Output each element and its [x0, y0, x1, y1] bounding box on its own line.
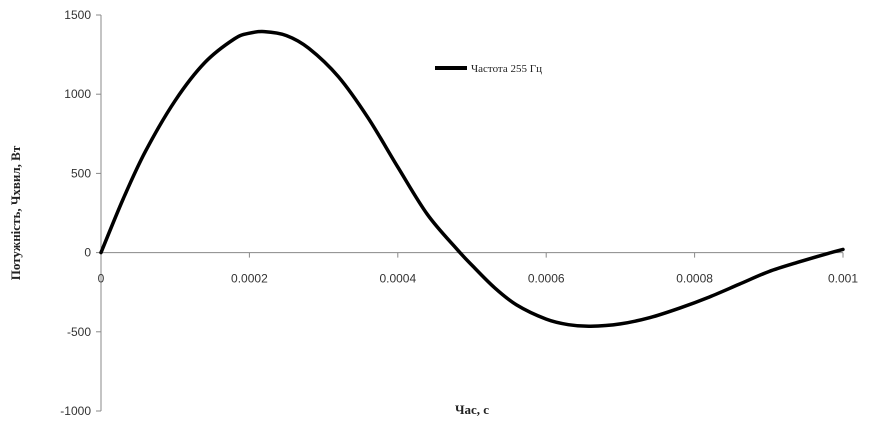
y-tick-label: 0: [84, 246, 91, 260]
y-tick-label: 1500: [64, 8, 91, 22]
y-tick-label: -500: [67, 325, 91, 339]
x-tick-group: 0 0.0002 0.0004 0.0006 0.0008 0.001: [98, 252, 858, 286]
x-tick-label: 0.0004: [379, 272, 416, 286]
series-line: [99, 29, 845, 329]
x-tick-label: 0.001: [828, 272, 858, 286]
y-tick-label: -1000: [60, 404, 91, 418]
x-axis-title: Час, с: [455, 402, 489, 417]
x-tick-label: 0: [98, 272, 105, 286]
x-tick-label: 0.0008: [676, 272, 713, 286]
y-tick-label: 1000: [64, 87, 91, 101]
y-tick-label: 500: [71, 166, 91, 180]
x-tick-label: 0.0006: [528, 272, 565, 286]
series-layer: [99, 29, 845, 329]
y-tick-group: 1500 1000 500 0 -500 -1000: [60, 8, 101, 418]
y-axis-title: Потужність, Чхвил, Вт: [8, 145, 23, 280]
x-tick-label: 0.0002: [231, 272, 268, 286]
legend-label: Частота 255 Гц: [471, 63, 542, 75]
legend: Частота 255 Гц: [435, 63, 542, 75]
